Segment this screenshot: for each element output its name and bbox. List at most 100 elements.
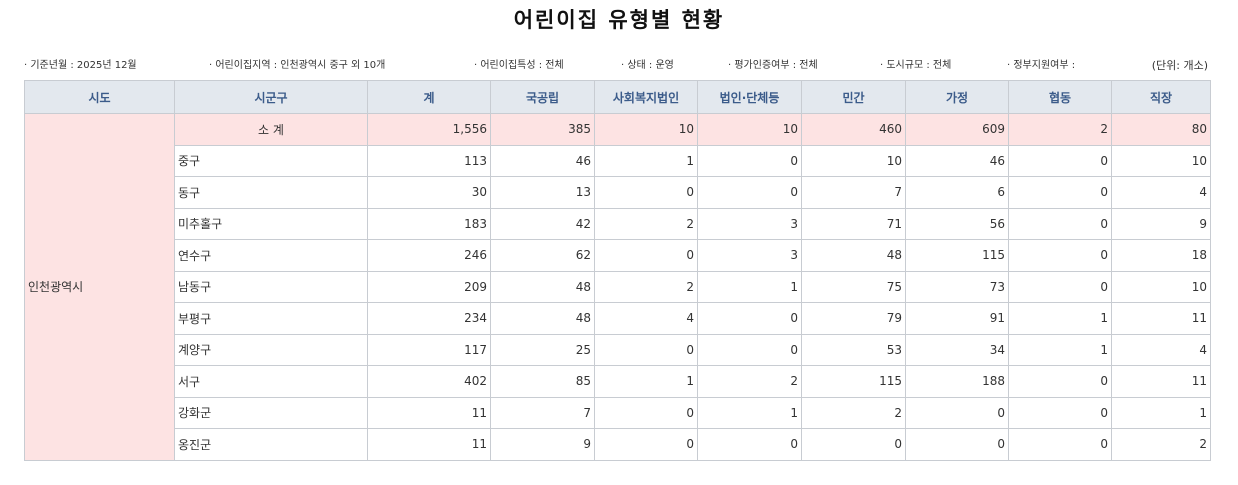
row-name: 강화군 <box>174 396 368 429</box>
row-name: 남동구 <box>174 270 368 303</box>
cell-cooperative: 0 <box>1008 365 1112 398</box>
table-row: 미추홀구 183 42 2 3 71 56 0 9 <box>25 207 1211 240</box>
table-row: 동구 30 13 0 0 7 6 0 4 <box>25 176 1211 209</box>
table-row: 부평구 234 48 4 0 79 91 1 11 <box>25 302 1211 335</box>
cell-total: 246 <box>367 239 491 272</box>
cell-social-welfare: 1 <box>594 365 698 398</box>
cell-private: 79 <box>801 302 906 335</box>
cell-social-welfare: 2 <box>594 270 698 303</box>
cell-home: 0 <box>905 428 1009 461</box>
cell-public: 85 <box>490 365 595 398</box>
cell-total: 402 <box>367 365 491 398</box>
cell-workplace: 4 <box>1111 176 1211 209</box>
header-row: 시도 시군구 계 국공립 사회복지법인 법인·단체등 민간 가정 협동 직장 <box>24 80 1211 114</box>
cell-social-welfare: 0 <box>594 396 698 429</box>
cell-private: 53 <box>801 333 906 366</box>
cell-home: 0 <box>905 396 1009 429</box>
cell-corporation: 0 <box>697 428 802 461</box>
cell-corporation: 0 <box>697 144 802 177</box>
cell-public: 42 <box>490 207 595 240</box>
cell-public: 48 <box>490 302 595 335</box>
cell-private: 115 <box>801 365 906 398</box>
cell-corporation: 1 <box>697 396 802 429</box>
cell-public: 13 <box>490 176 595 209</box>
cell-total: 11 <box>367 396 491 429</box>
cell-cooperative: 0 <box>1008 396 1112 429</box>
sido-cell: 인천광역시 <box>24 113 175 461</box>
col-header-social-welfare: 사회복지법인 <box>594 80 698 114</box>
row-name: 서구 <box>174 365 368 398</box>
cell-workplace: 10 <box>1111 270 1211 303</box>
col-header-cooperative: 협동 <box>1008 80 1112 114</box>
cell-home: 91 <box>905 302 1009 335</box>
cell-corporation: 0 <box>697 333 802 366</box>
table-row: 계양구 117 25 0 0 53 34 1 4 <box>25 333 1211 366</box>
cell-social-welfare: 0 <box>594 428 698 461</box>
cell-private: 75 <box>801 270 906 303</box>
cell-public: 62 <box>490 239 595 272</box>
cell-private: 2 <box>801 396 906 429</box>
cell-cooperative: 0 <box>1008 144 1112 177</box>
cell-private: 10 <box>801 144 906 177</box>
cell-workplace: 1 <box>1111 396 1211 429</box>
subtotal-public: 385 <box>490 113 595 146</box>
cell-cooperative: 0 <box>1008 239 1112 272</box>
row-name: 중구 <box>174 144 368 177</box>
cell-total: 113 <box>367 144 491 177</box>
cell-total: 117 <box>367 333 491 366</box>
filter-characteristic: · 어린이집특성 : 전체 <box>474 60 564 71</box>
cell-total: 30 <box>367 176 491 209</box>
row-name: 옹진군 <box>174 428 368 461</box>
cell-corporation: 1 <box>697 270 802 303</box>
cell-workplace: 11 <box>1111 302 1211 335</box>
cell-workplace: 10 <box>1111 144 1211 177</box>
filter-city-size: · 도시규모 : 전체 <box>880 60 952 71</box>
table-row: 서구 402 85 1 2 115 188 0 11 <box>25 365 1211 398</box>
cell-corporation: 2 <box>697 365 802 398</box>
col-header-sido: 시도 <box>24 80 175 114</box>
cell-workplace: 2 <box>1111 428 1211 461</box>
page-title: 어린이집 유형별 현황 <box>513 8 725 32</box>
daycare-type-table: 시도 시군구 계 국공립 사회복지법인 법인·단체등 민간 가정 협동 직장 인… <box>24 80 1211 461</box>
cell-social-welfare: 2 <box>594 207 698 240</box>
table-row: 연수구 246 62 0 3 48 115 0 18 <box>25 239 1211 272</box>
col-header-total: 계 <box>367 80 491 114</box>
col-header-workplace: 직장 <box>1111 80 1211 114</box>
cell-corporation: 0 <box>697 302 802 335</box>
col-header-private: 민간 <box>801 80 906 114</box>
cell-public: 25 <box>490 333 595 366</box>
cell-total: 209 <box>367 270 491 303</box>
cell-private: 71 <box>801 207 906 240</box>
col-header-corporation: 법인·단체등 <box>697 80 802 114</box>
cell-cooperative: 1 <box>1008 333 1112 366</box>
subtotal-workplace: 80 <box>1111 113 1211 146</box>
subtotal-private: 460 <box>801 113 906 146</box>
col-header-home: 가정 <box>905 80 1009 114</box>
cell-home: 34 <box>905 333 1009 366</box>
cell-corporation: 3 <box>697 239 802 272</box>
cell-public: 48 <box>490 270 595 303</box>
subtotal-label: 소 계 <box>174 113 368 146</box>
filter-government-support: · 정부지원여부 : <box>1007 60 1076 71</box>
unit-label: (단위: 개소) <box>1151 59 1208 72</box>
cell-home: 115 <box>905 239 1009 272</box>
cell-social-welfare: 4 <box>594 302 698 335</box>
table-row: 중구 113 46 1 0 10 46 0 10 <box>25 144 1211 177</box>
filter-region: · 어린이집지역 : 인천광역시 중구 외 10개 <box>209 60 386 71</box>
cell-cooperative: 0 <box>1008 176 1112 209</box>
subtotal-row: 인천광역시 소 계 1,556 385 10 10 460 609 2 80 <box>24 113 1211 461</box>
cell-home: 46 <box>905 144 1009 177</box>
cell-cooperative: 1 <box>1008 302 1112 335</box>
cell-home: 56 <box>905 207 1009 240</box>
row-name: 동구 <box>174 176 368 209</box>
cell-cooperative: 0 <box>1008 207 1112 240</box>
row-name: 연수구 <box>174 239 368 272</box>
cell-home: 188 <box>905 365 1009 398</box>
subtotal-cooperative: 2 <box>1008 113 1112 146</box>
cell-workplace: 11 <box>1111 365 1211 398</box>
subtotal-home: 609 <box>905 113 1009 146</box>
col-header-public: 국공립 <box>490 80 595 114</box>
cell-social-welfare: 0 <box>594 239 698 272</box>
subtotal-social-welfare: 10 <box>594 113 698 146</box>
cell-home: 73 <box>905 270 1009 303</box>
